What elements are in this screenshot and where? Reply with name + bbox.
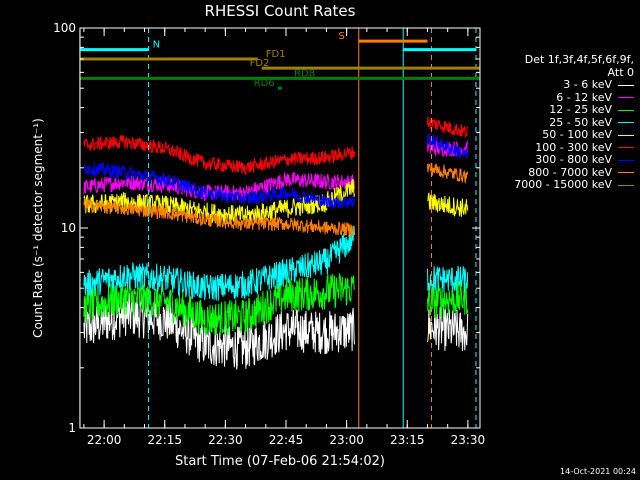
plot-frame: 22:00 22:15 22:30 22:45 23:00 23:15 23:30 1 10 10… — [53, 21, 485, 447]
y-tick-label-1: 10 — [61, 221, 76, 235]
series-line-2-0 — [83, 272, 355, 336]
series-line-7-0 — [83, 198, 355, 238]
legend-entry-label: 7000 - 15000 keV — [514, 178, 612, 191]
legend-swatch — [618, 97, 634, 99]
series-line-4-1 — [427, 192, 469, 217]
legend-entry-label: 50 - 100 keV — [542, 128, 612, 141]
legend-entry-2: 12 - 25 keV — [484, 103, 634, 117]
legend-entry-5: 100 - 300 keV — [484, 140, 634, 155]
series-line-6-1 — [427, 133, 469, 159]
chart-title: RHESSI Count Rates — [204, 2, 356, 20]
flag-label-RD8: RD8 — [294, 68, 315, 79]
legend-entry-7: 800 - 7000 keV — [484, 165, 634, 180]
legend-entry-label: 300 - 800 keV — [535, 153, 612, 166]
series-line-5-0 — [83, 134, 355, 175]
series-line-3-0 — [83, 226, 355, 301]
legend-entry-8: 7000 - 15000 keV — [484, 178, 634, 192]
legend-swatch — [618, 147, 634, 149]
y-axis-label: Count Rate (s⁻¹ detector segment⁻¹) — [31, 118, 45, 338]
legend-entry-1: 6 - 12 keV — [484, 90, 634, 105]
legend-header-line-1: Det 1f,3f,4f,5f,6f,9f, — [524, 53, 634, 66]
legend-entry-3: 25 - 50 keV — [484, 115, 634, 130]
legend-entry-0: 3 - 6 keV — [484, 78, 634, 92]
flag-label-RD6: RD6 — [254, 78, 275, 89]
legend: Det 1f,3f,4f,5f,6f,9f, Att 0 3 - 6 keV 6 … — [484, 53, 634, 192]
legend-entry-label: 3 - 6 keV — [563, 78, 612, 91]
x-tick-label-3: 22:45 — [269, 433, 304, 447]
legend-entry-label: 800 - 7000 keV — [528, 165, 612, 179]
legend-swatch — [618, 159, 634, 161]
series-line-0-1 — [427, 307, 469, 352]
flag-label-FD2: FD2 — [250, 58, 270, 69]
flag-label-S: S — [339, 31, 345, 42]
legend-entry-4: 50 - 100 keV — [484, 128, 634, 142]
y-tick-label-2: 100 — [53, 21, 76, 35]
legend-entries: 3 - 6 keV 6 - 12 keV 12 - 25 keV 25 - 50 ke… — [484, 78, 634, 192]
x-tick-label-0: 22:00 — [87, 433, 122, 447]
legend-swatch — [618, 134, 634, 136]
flag-label-N: N — [153, 40, 160, 51]
x-axis-label: Start Time (07-Feb-06 21:54:02) — [175, 454, 385, 469]
series-line-0-0 — [83, 293, 355, 370]
legend-entry-label: 25 - 50 keV — [549, 115, 612, 129]
flag-label-FD1: FD1 — [266, 49, 286, 60]
y-tick-label-0: 1 — [68, 421, 76, 435]
legend-entry-label: 100 - 300 keV — [535, 140, 612, 154]
x-tick-label-4: 23:00 — [329, 433, 364, 447]
legend-entry-label: 12 - 25 keV — [549, 103, 612, 116]
legend-header-line-2: Att 0 — [607, 65, 634, 79]
legend-swatch — [618, 109, 634, 111]
legend-swatch — [618, 184, 634, 186]
legend-swatch — [618, 122, 634, 124]
series-line-7-1 — [427, 162, 469, 184]
legend-swatch — [618, 84, 634, 86]
x-tick-label-1: 22:15 — [147, 433, 182, 447]
series-line-6-0 — [83, 161, 355, 209]
footer-timestamp: 14-Oct-2021 00:24 — [560, 467, 636, 476]
series-line-5-1 — [427, 116, 468, 139]
legend-entry-6: 300 - 800 keV — [484, 153, 634, 167]
series-line-3-1 — [427, 265, 469, 293]
x-tick-label-5: 23:15 — [390, 433, 425, 447]
legend-entry-label: 6 - 12 keV — [556, 90, 612, 104]
legend-swatch — [618, 172, 634, 174]
x-tick-label-6: 23:30 — [451, 433, 486, 447]
x-tick-label-2: 22:30 — [208, 433, 243, 447]
